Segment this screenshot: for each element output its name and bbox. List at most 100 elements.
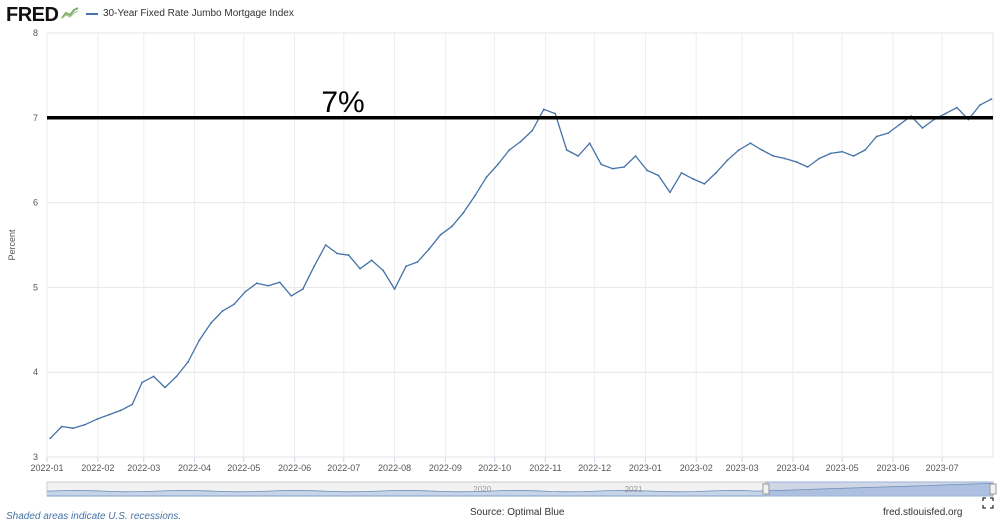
data-point xyxy=(588,142,591,145)
x-tick-label: 2023-01 xyxy=(629,463,662,473)
data-point xyxy=(634,155,637,157)
data-point xyxy=(164,386,166,389)
data-point xyxy=(96,417,99,420)
data-point xyxy=(485,176,488,179)
data-point xyxy=(542,108,545,111)
data-point xyxy=(726,159,729,162)
data-point xyxy=(760,149,763,151)
data-point xyxy=(290,295,293,297)
source-text: Source: Optimal Blue xyxy=(470,507,565,518)
y-tick-label: 5 xyxy=(33,282,38,292)
x-tick-label: 2022-04 xyxy=(178,463,211,473)
navigator-selection xyxy=(765,481,994,497)
data-point xyxy=(187,361,189,363)
series-line xyxy=(49,98,992,439)
y-tick-label: 8 xyxy=(33,28,38,38)
y-axis-label: Percent xyxy=(7,229,17,261)
data-point xyxy=(531,129,534,132)
data-point xyxy=(646,169,648,172)
series-legend[interactable]: 30-Year Fixed Rate Jumbo Mortgage Index xyxy=(86,8,294,19)
data-point xyxy=(795,161,798,163)
line-chart[interactable]: 3 4 5 6 7 8 2022-01 2022-02 2022-03 2022-04 2022-0… xyxy=(0,26,1000,522)
data-point xyxy=(979,104,981,106)
data-point xyxy=(623,166,625,168)
data-point xyxy=(405,265,407,268)
legend-label: 30-Year Fixed Rate Jumbo Mortgage Index xyxy=(103,8,294,19)
fullscreen-icon[interactable] xyxy=(982,497,994,509)
navigator-series xyxy=(46,482,994,497)
x-tick-label: 2022-05 xyxy=(227,463,260,473)
data-point xyxy=(669,191,671,194)
data-point xyxy=(898,123,901,126)
data-point xyxy=(428,248,430,251)
x-tick-label: 2022-01 xyxy=(30,463,63,473)
x-tick-label: 2022-12 xyxy=(578,463,611,473)
data-point xyxy=(131,403,134,406)
data-point xyxy=(439,233,442,236)
fred-logo[interactable]: FRED xyxy=(6,4,59,26)
data-point xyxy=(267,284,270,287)
x-tick-label: 2023-07 xyxy=(926,463,959,473)
y-tick-label: 3 xyxy=(33,452,38,462)
site-link[interactable]: fred.stlouisfed.org xyxy=(883,507,963,518)
data-point xyxy=(887,132,889,134)
data-point xyxy=(841,150,844,153)
data-point xyxy=(210,322,212,324)
data-point xyxy=(519,140,522,143)
x-tick-label: 2022-03 xyxy=(127,463,160,473)
data-point xyxy=(990,98,993,100)
y-tick-label: 6 xyxy=(33,198,38,208)
data-point xyxy=(772,155,775,157)
data-point xyxy=(60,425,63,428)
x-tick-label: 2023-03 xyxy=(726,463,759,473)
data-point xyxy=(324,244,327,246)
data-point xyxy=(657,174,660,177)
data-point xyxy=(72,427,75,430)
data-point xyxy=(944,112,947,115)
data-point xyxy=(83,423,86,426)
data-point xyxy=(474,194,476,197)
annotation-label: 7% xyxy=(321,86,364,119)
x-tick-label: 2022-07 xyxy=(327,463,360,473)
navigator-year-label: 2020 xyxy=(473,485,491,494)
data-point xyxy=(198,339,201,341)
data-point xyxy=(921,127,924,129)
data-point xyxy=(347,254,350,257)
data-point xyxy=(829,152,832,155)
data-point xyxy=(611,167,614,170)
data-point xyxy=(818,157,821,160)
x-tick-label: 2023-02 xyxy=(680,463,713,473)
x-tick-label: 2022-08 xyxy=(378,463,411,473)
data-point xyxy=(703,183,706,185)
x-tick-label: 2023-04 xyxy=(776,463,809,473)
data-point xyxy=(119,409,122,412)
data-point xyxy=(715,172,717,174)
data-point xyxy=(806,166,809,168)
navigator-year-label: 2021 xyxy=(625,485,643,494)
recession-note: Shaded areas indicate U.S. recessions. xyxy=(6,511,182,522)
data-point xyxy=(313,265,316,268)
data-point xyxy=(875,135,878,138)
data-point xyxy=(278,281,281,284)
data-point xyxy=(336,252,339,255)
data-point xyxy=(359,267,361,270)
legend-line-swatch xyxy=(86,12,98,15)
data-point xyxy=(141,381,144,384)
navigator-handle-left xyxy=(762,483,770,495)
data-point xyxy=(221,310,224,312)
plot-area xyxy=(46,32,994,458)
x-tick-label: 2022-09 xyxy=(429,463,462,473)
data-point xyxy=(244,290,247,293)
y-tick-label: 7 xyxy=(33,113,38,123)
data-point xyxy=(565,149,568,151)
data-point xyxy=(462,211,465,214)
data-point xyxy=(577,155,580,157)
data-point xyxy=(256,282,258,285)
data-point xyxy=(783,157,786,160)
data-point xyxy=(680,172,683,174)
y-tick-label: 4 xyxy=(33,367,38,377)
data-point xyxy=(508,149,511,151)
data-point xyxy=(852,155,855,157)
data-point xyxy=(233,303,235,306)
